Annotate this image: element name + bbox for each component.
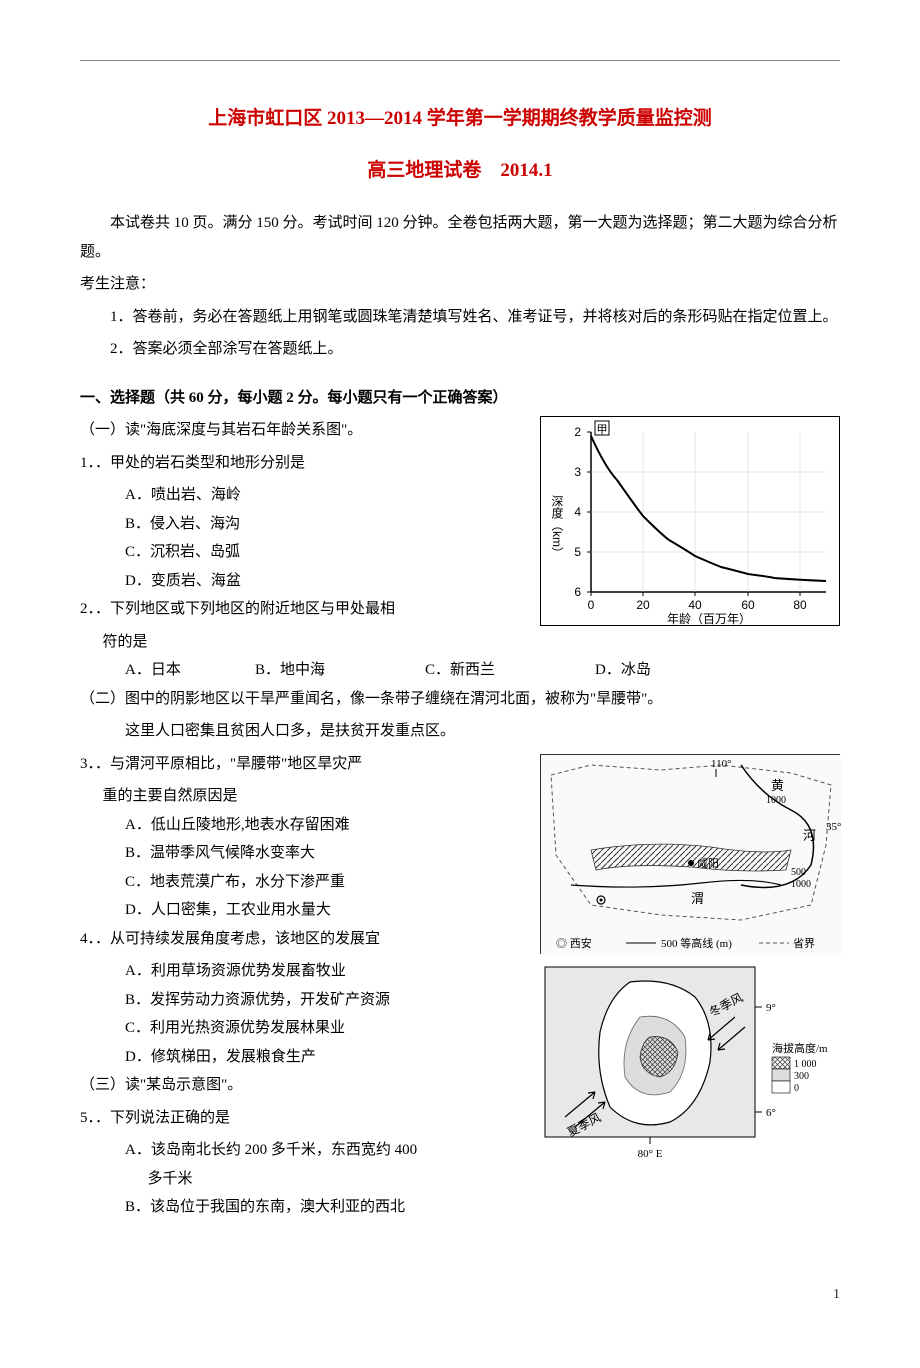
xtick-60: 60 xyxy=(741,598,755,612)
q3-opt-c: C．地表荒漠广布，水分下渗严重 xyxy=(125,868,530,897)
q4-stem: 4．．从可持续发展角度考虑，该地区的发展宜 xyxy=(80,925,530,954)
lon-80e: 80° E xyxy=(638,1148,663,1160)
q1-opt-d: D．变质岩、海盆 xyxy=(125,567,530,596)
ytick-2: 2 xyxy=(574,425,581,439)
q3-opt-b: B．温带季风气候降水变率大 xyxy=(125,839,530,868)
q2-opt-d: D．冰岛 xyxy=(595,656,651,685)
chart-depth-age: 2 3 4 5 6 0 20 40 60 xyxy=(540,416,840,626)
q5-opt-a2: 多千米 xyxy=(148,1165,531,1194)
q1-stem: 1．．甲处的岩石类型和地形分别是 xyxy=(80,449,530,478)
label-jia: 甲 xyxy=(597,424,608,436)
ytick-6: 6 xyxy=(574,585,581,599)
q5-stem: 5．．下列说法正确的是 xyxy=(80,1104,530,1133)
notice-1: 1．答卷前，务必在答题纸上用钢笔或圆珠笔清楚填写姓名、准考证号，并将核对后的条形… xyxy=(80,303,840,332)
xtick-0: 0 xyxy=(588,598,595,612)
q2-opt-a: A．日本 xyxy=(125,656,255,685)
map-island: 夏季风 冬季风 9° 6° 80° E 海拔高度/m 1 000 300 0 xyxy=(540,962,840,1162)
q1-opt-c: C．沉积岩、岛弧 xyxy=(125,538,530,567)
q2-stem: 2．．下列地区或下列地区的附近地区与甲处最相 xyxy=(80,595,530,624)
elev-300: 300 xyxy=(794,1071,809,1082)
legend-xian: ◎ 西安 xyxy=(556,936,592,950)
q3-opt-d: D．人口密集，工农业用水量大 xyxy=(125,896,530,925)
map-weihe: 110° 35° 黄 河 渭 1000 500 1000 咸阳 ◎ 西安 500… xyxy=(540,754,840,954)
block-sub2-3: 3．．与渭河平原相比，"旱腰带"地区旱灾严 重的主要自然原因是 A．低山丘陵地形… xyxy=(80,750,840,1222)
ytick-4: 4 xyxy=(574,505,581,519)
elev-0: 0 xyxy=(794,1083,799,1094)
q1-opt-a: A．喷出岩、海岭 xyxy=(125,481,530,510)
subsection-2b: 这里人口密集且贫困人口多，是扶贫开发重点区。 xyxy=(125,717,840,746)
river-wei: 渭 xyxy=(691,891,704,906)
q4-opt-d: D．修筑梯田，发展粮食生产 xyxy=(125,1043,530,1072)
river-he: 河 xyxy=(803,828,816,843)
lon-110: 110° xyxy=(711,758,732,770)
elev-title: 海拔高度/m xyxy=(772,1041,828,1055)
legend-contour: 500 等高线 (m) xyxy=(661,936,732,950)
ytick-3: 3 xyxy=(574,465,581,479)
subsection-3: （三）读"某岛示意图"。 xyxy=(80,1071,530,1100)
q2-opt-b: B．地中海 xyxy=(255,656,425,685)
notice-2: 2．答案必须全部涂写在答题纸上。 xyxy=(80,335,840,364)
notice-heading: 考生注意： xyxy=(80,270,840,299)
q5-opt-a: A．该岛南北长约 200 多千米，东西宽约 400 xyxy=(125,1136,530,1165)
q3-stem-2: 重的主要自然原因是 xyxy=(103,782,531,811)
q5-opt-b: B．该岛位于我国的东南，澳大利亚的西北 xyxy=(125,1193,530,1222)
page-number: 1 xyxy=(80,1282,840,1309)
q2-stem-2: 符的是 xyxy=(103,628,531,657)
q2-opt-c: C．新西兰 xyxy=(425,656,595,685)
contour-500: 500 xyxy=(791,867,806,878)
contour-1000b: 1000 xyxy=(791,879,811,890)
q4-opt-c: C．利用光热资源优势发展林果业 xyxy=(125,1014,530,1043)
header-rule xyxy=(80,60,840,61)
subsection-2a: （二）图中的阴影地区以干旱严重闻名，像一条带子缠绕在渭河北面，被称为"旱腰带"。 xyxy=(80,685,840,714)
intro-paragraph: 本试卷共 10 页。满分 150 分。考试时间 120 分钟。全卷包括两大题，第… xyxy=(80,209,840,266)
xtick-80: 80 xyxy=(793,598,807,612)
q3-opt-a: A．低山丘陵地形,地表水存留困难 xyxy=(125,811,530,840)
ylabel: 深度（km） xyxy=(550,495,564,559)
contour-1000a: 1000 xyxy=(766,795,786,806)
city-xianyang: 咸阳 xyxy=(697,857,719,870)
river-huang: 黄 xyxy=(771,778,784,793)
q4-opt-b: B．发挥劳动力资源优势，开发矿产资源 xyxy=(125,986,530,1015)
legend-boundary: 省界 xyxy=(793,937,815,950)
q2-options: A．日本 B．地中海 C．新西兰 D．冰岛 xyxy=(125,656,840,685)
section-1-heading: 一、选择题（共 60 分，每小题 2 分。每小题只有一个正确答案） xyxy=(80,384,840,413)
lat-9: 9° xyxy=(766,1002,776,1014)
xtick-20: 20 xyxy=(636,598,650,612)
lat-35: 35° xyxy=(826,821,841,833)
elev-1000: 1 000 xyxy=(794,1059,817,1070)
block-sub1: （一）读"海底深度与其岩石年龄关系图"。 1．．甲处的岩石类型和地形分别是 A．… xyxy=(80,416,840,656)
subsection-1: （一）读"海底深度与其岩石年龄关系图"。 xyxy=(80,416,530,445)
title-main: 上海市虹口区 2013—2014 学年第一学期期终教学质量监控测 xyxy=(80,101,840,137)
q3-stem: 3．．与渭河平原相比，"旱腰带"地区旱灾严 xyxy=(80,750,530,779)
lat-6: 6° xyxy=(766,1107,776,1119)
q1-opt-b: B．侵入岩、海沟 xyxy=(125,510,530,539)
q4-opt-a: A．利用草场资源优势发展畜牧业 xyxy=(125,957,530,986)
xlabel: 年龄（百万年） xyxy=(667,612,751,626)
xtick-40: 40 xyxy=(688,598,702,612)
ytick-5: 5 xyxy=(574,545,581,559)
title-sub: 高三地理试卷 2014.1 xyxy=(80,153,840,189)
